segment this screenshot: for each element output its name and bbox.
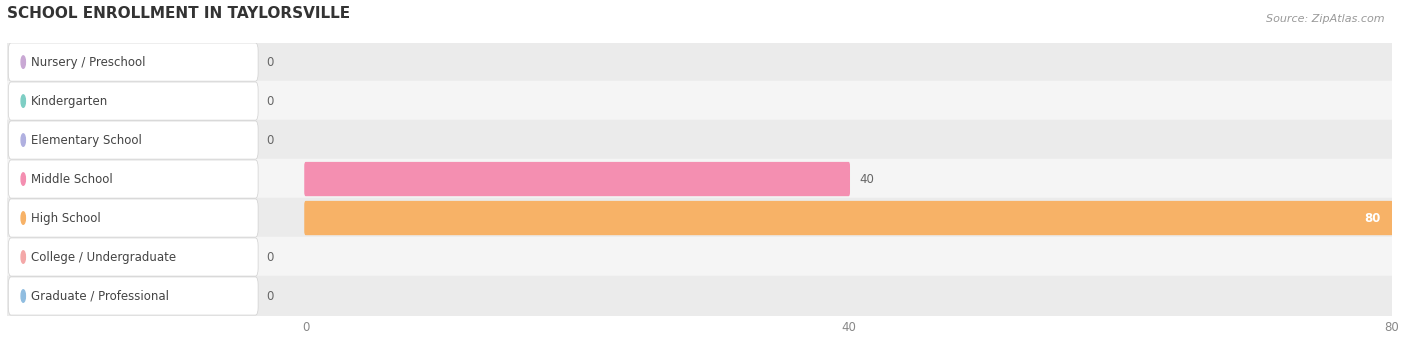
FancyBboxPatch shape [8, 121, 259, 159]
FancyBboxPatch shape [304, 201, 1393, 235]
FancyBboxPatch shape [4, 81, 1395, 121]
Text: 0: 0 [266, 94, 274, 107]
Circle shape [21, 251, 25, 263]
Text: College / Undergraduate: College / Undergraduate [31, 251, 176, 264]
Text: High School: High School [31, 211, 100, 224]
Text: Source: ZipAtlas.com: Source: ZipAtlas.com [1267, 14, 1385, 24]
Circle shape [21, 212, 25, 224]
Text: Kindergarten: Kindergarten [31, 94, 108, 107]
Text: 0: 0 [266, 134, 274, 147]
FancyBboxPatch shape [4, 120, 1395, 160]
FancyBboxPatch shape [4, 159, 1395, 199]
Circle shape [21, 134, 25, 146]
Text: Middle School: Middle School [31, 173, 112, 186]
FancyBboxPatch shape [8, 199, 259, 237]
Circle shape [21, 290, 25, 302]
Text: 80: 80 [1364, 211, 1381, 224]
FancyBboxPatch shape [4, 276, 1395, 316]
FancyBboxPatch shape [8, 277, 259, 315]
FancyBboxPatch shape [4, 198, 1395, 238]
Circle shape [21, 173, 25, 185]
Text: 0: 0 [266, 290, 274, 302]
FancyBboxPatch shape [8, 82, 259, 120]
Text: SCHOOL ENROLLMENT IN TAYLORSVILLE: SCHOOL ENROLLMENT IN TAYLORSVILLE [7, 6, 350, 21]
FancyBboxPatch shape [8, 238, 259, 276]
Text: Graduate / Professional: Graduate / Professional [31, 290, 169, 302]
Text: 0: 0 [266, 56, 274, 69]
FancyBboxPatch shape [8, 43, 259, 81]
Text: 40: 40 [859, 173, 875, 186]
Text: 0: 0 [266, 251, 274, 264]
Text: Nursery / Preschool: Nursery / Preschool [31, 56, 145, 69]
Text: Elementary School: Elementary School [31, 134, 142, 147]
FancyBboxPatch shape [304, 162, 851, 196]
FancyBboxPatch shape [4, 237, 1395, 277]
FancyBboxPatch shape [8, 160, 259, 198]
Circle shape [21, 56, 25, 68]
Circle shape [21, 95, 25, 107]
FancyBboxPatch shape [4, 42, 1395, 82]
